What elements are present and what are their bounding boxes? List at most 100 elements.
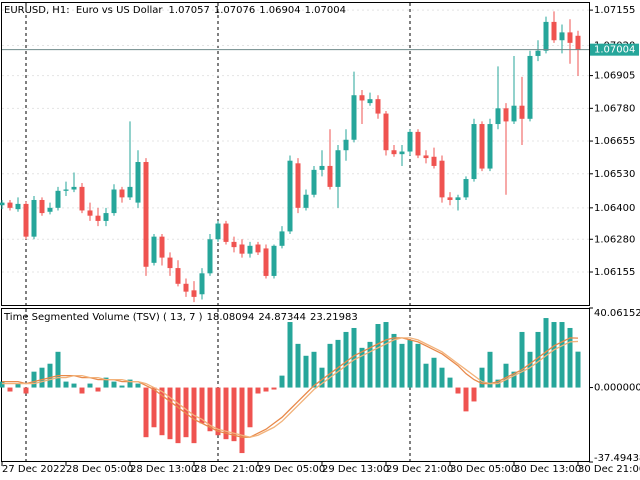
candle-body (223, 223, 229, 242)
tsv-bar (375, 324, 381, 388)
tsv-bar (343, 331, 349, 388)
tsv-bar (111, 381, 117, 388)
tsv-bar (535, 331, 541, 388)
candle-body (119, 189, 125, 198)
candle-body (143, 162, 149, 267)
tsv-bar (23, 387, 29, 394)
indicator-header: Time Segmented Volume (TSV) ( 13, 7 ) 18.… (3, 312, 358, 323)
tsv-bar (55, 351, 61, 388)
main-panel (1, 2, 590, 306)
tsv-bar (415, 343, 421, 388)
tsv-bar (287, 322, 293, 388)
tsv-bar (431, 357, 437, 388)
candle-body (567, 32, 573, 43)
candle-body (447, 197, 453, 200)
x-tick-label: 28 Dec 05:00 (66, 464, 133, 475)
tsv-bar (575, 351, 581, 388)
candle-body (415, 131, 421, 156)
candle-body (215, 223, 221, 240)
tsv-bar (7, 387, 13, 392)
candle-body (175, 268, 181, 284)
line-value: 24.87344 (258, 312, 306, 323)
candle-body (199, 273, 205, 295)
x-tick-label: 28 Dec 13:00 (130, 464, 197, 475)
tsv-bar (175, 387, 181, 444)
tsv-value: 18.08094 (207, 312, 255, 323)
x-tick-label: 29 Dec 13:00 (322, 464, 389, 475)
current-price-box (590, 43, 639, 56)
tsv-bar (479, 367, 485, 388)
tsv-bar (247, 387, 253, 428)
tsv-bar (399, 343, 405, 388)
tsv-bar (455, 387, 461, 394)
candle-body (487, 124, 493, 169)
candle-body (551, 21, 557, 41)
tsv-bar (423, 363, 429, 388)
tsv-bar (39, 367, 45, 388)
candle-body (7, 202, 13, 208)
tsv-bar (167, 387, 173, 440)
main-header: EURUSD, H1: Euro vs US Dollar 1.07057 1.07… (4, 5, 346, 16)
tsv-bar (231, 387, 237, 442)
tsv-bar (527, 351, 533, 388)
candle-body (407, 131, 413, 152)
candle-body (295, 163, 301, 208)
ohlc-close: 1.07004 (305, 5, 346, 16)
candle-body (367, 99, 373, 104)
candle-body (279, 231, 285, 246)
indicator-title: Time Segmented Volume (TSV) ( 13, 7 ) (3, 312, 203, 323)
x-tick-label: 29 Dec 21:00 (386, 464, 453, 475)
candle-body (63, 189, 69, 191)
candle-body (151, 236, 157, 263)
y-tick-label: -37.49438 (594, 453, 640, 464)
y-tick-label: 1.06780 (594, 103, 635, 114)
candle-body (431, 156, 437, 166)
candle-body (39, 199, 45, 214)
tsv-bar (303, 355, 309, 388)
tsv-bar (95, 387, 101, 392)
tsv-bar (367, 341, 373, 388)
y-tick-label: 1.06530 (594, 169, 635, 180)
tsv-bar (519, 331, 525, 388)
y-tick-label: 1.06905 (594, 71, 635, 82)
y-tick-label: 1.07155 (594, 5, 635, 16)
x-tick-label: 29 Dec 05:00 (258, 464, 325, 475)
tsv-bar (223, 387, 229, 440)
tsv-bar (47, 363, 53, 388)
candle-body (399, 151, 405, 155)
candle-body (479, 124, 485, 169)
tsv-bar (143, 387, 149, 438)
ohlc-low: 1.06904 (259, 5, 300, 16)
candle-body (423, 155, 429, 159)
y-tick-label: 1.06155 (594, 267, 635, 278)
candle-body (247, 245, 253, 254)
y-tick-label: 1.06655 (594, 136, 635, 147)
tsv-bar (215, 387, 221, 436)
tsv-bar (207, 387, 213, 432)
y-tick-label: 1.06400 (594, 203, 635, 214)
candle-body (391, 150, 397, 155)
tsv-bar (79, 387, 85, 394)
tsv-bar (31, 371, 37, 388)
candle-body (287, 160, 293, 232)
tsv-bar (359, 347, 365, 388)
tsv-bar (279, 375, 285, 388)
candle-body (71, 186, 77, 190)
tsv-bar (71, 383, 77, 388)
tsv-bar (391, 333, 397, 388)
candle-body (271, 245, 277, 276)
candle-body (255, 244, 261, 253)
candle-body (87, 210, 93, 216)
candle-body (463, 179, 469, 198)
x-tick-label: 27 Dec 2022 (2, 464, 66, 475)
x-tick-label: 30 Dec 21:00 (578, 464, 640, 475)
candle-body (31, 199, 37, 237)
candle-body (231, 241, 237, 248)
tsv-bar (447, 377, 453, 388)
tsv-bar (239, 387, 245, 454)
tsv-bar (463, 387, 469, 412)
chart-title: EURUSD, H1: Euro vs US Dollar (4, 5, 163, 16)
tsv-bar (183, 387, 189, 438)
ohlc-high: 1.07076 (214, 5, 255, 16)
candle-body (455, 197, 461, 200)
